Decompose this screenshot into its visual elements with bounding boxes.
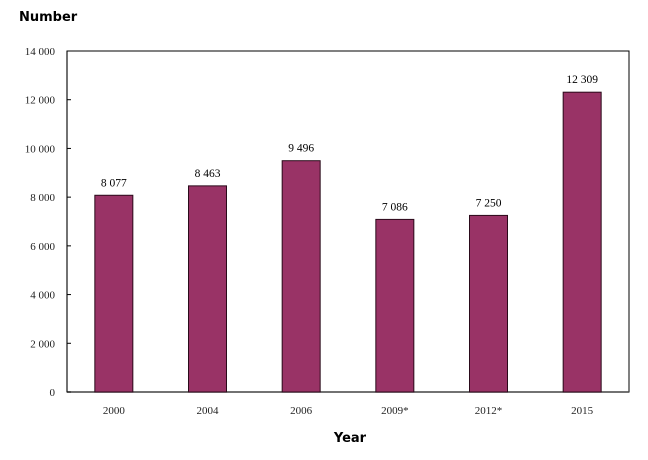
y-tick-label: 2 000 xyxy=(30,338,55,350)
bar-value-label: 9 496 xyxy=(288,143,314,155)
y-tick-label: 12 000 xyxy=(25,95,56,107)
bar xyxy=(469,214,508,393)
plot-area xyxy=(66,50,630,393)
bar-value-label: 8 463 xyxy=(195,168,221,180)
x-tick-label: 2012* xyxy=(475,405,503,417)
x-tick-label: 2000 xyxy=(103,405,126,417)
x-tick-label: 2006 xyxy=(290,405,313,417)
y-tick-label: 8 000 xyxy=(30,192,55,204)
x-tick-label: 2015 xyxy=(571,405,594,417)
y-tick-label: 10 000 xyxy=(25,143,56,155)
bar xyxy=(562,91,602,393)
bar-value-label: 12 309 xyxy=(566,74,598,86)
x-tick-label: 2009* xyxy=(381,405,409,417)
x-axis-title: Year xyxy=(333,431,367,446)
y-tick-label: 4 000 xyxy=(30,290,55,302)
x-tick-label: 2004 xyxy=(197,405,220,417)
y-tick-label: 0 xyxy=(50,387,56,399)
bar-value-label: 8 077 xyxy=(101,177,127,189)
bar xyxy=(281,160,321,393)
y-tick-label: 6 000 xyxy=(30,241,55,253)
bar xyxy=(375,218,415,393)
y-axis-title: Number xyxy=(19,10,78,25)
y-tick-label: 14 000 xyxy=(25,46,56,58)
bar xyxy=(94,194,134,393)
bar-value-label: 7 250 xyxy=(476,197,502,209)
bar xyxy=(188,185,227,393)
bar-value-label: 7 086 xyxy=(382,201,408,213)
